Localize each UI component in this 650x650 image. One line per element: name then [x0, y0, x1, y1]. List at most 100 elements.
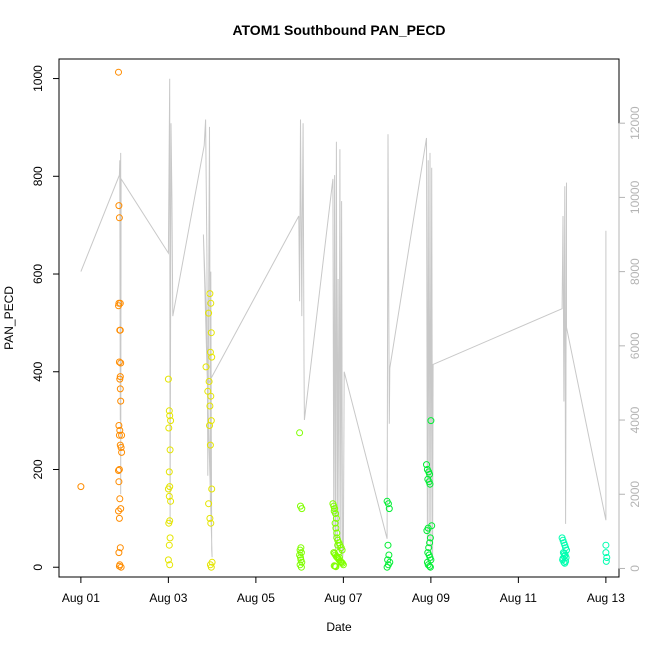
data-point-series-2	[335, 554, 343, 561]
data-point-series-3	[427, 417, 435, 425]
data-point-series-3	[385, 505, 393, 513]
data-point-series-2	[333, 529, 341, 537]
data-point-series-0	[117, 397, 125, 405]
data-point-series-2	[296, 429, 304, 437]
data-point-series-3	[428, 522, 436, 530]
data-point-series-1	[206, 441, 214, 449]
data-point-series-1	[166, 446, 174, 454]
data-point-series-3	[384, 541, 392, 549]
data-point-series-2	[297, 554, 304, 561]
data-point-series-0	[116, 426, 124, 434]
data-point-series-2	[298, 505, 306, 513]
x-tick-label: Aug 13	[587, 591, 625, 605]
data-point-series-4	[602, 549, 610, 557]
data-point-series-0	[115, 214, 123, 222]
data-point-series-2	[297, 563, 305, 571]
y-tick-label: 400	[31, 361, 45, 381]
data-point-series-3	[424, 561, 432, 569]
data-point-series-1	[208, 485, 216, 493]
data-point-series-0	[117, 563, 125, 571]
x-tick-label: Aug 01	[62, 591, 100, 605]
data-point-series-4	[603, 554, 611, 561]
data-point-series-1	[206, 402, 214, 410]
x-tick-label: Aug 05	[237, 591, 275, 605]
data-point-series-1	[207, 417, 215, 425]
y-tick-label: 1000	[31, 65, 45, 92]
data-point-series-0	[116, 375, 124, 383]
x-tick-label: Aug 03	[149, 591, 187, 605]
data-point-series-0	[115, 202, 123, 210]
data-point-series-4	[560, 553, 568, 560]
y2-tick-label: 0	[628, 565, 642, 572]
data-point-series-0	[115, 514, 123, 522]
data-point-series-3	[426, 534, 434, 542]
data-point-series-2	[333, 534, 341, 542]
data-point-series-0	[116, 385, 124, 393]
data-point-series-1	[207, 299, 215, 307]
data-point-series-1	[165, 519, 173, 527]
data-point-series-1	[208, 353, 216, 361]
data-point-series-0	[115, 358, 123, 366]
data-point-series-1	[164, 375, 172, 383]
data-point-series-0	[118, 448, 126, 456]
data-point-series-1	[166, 534, 174, 542]
y2-tick-label: 8000	[628, 258, 642, 285]
data-point-series-1	[205, 309, 213, 317]
data-point-series-2	[335, 549, 343, 557]
x-tick-label: Aug 09	[412, 591, 450, 605]
data-point-series-1	[206, 422, 213, 429]
data-point-series-0	[115, 507, 122, 515]
data-point-series-1	[165, 468, 173, 476]
data-point-series-1	[167, 417, 175, 425]
data-point-series-2	[339, 559, 346, 567]
data-point-series-1	[206, 348, 214, 356]
data-point-series-2	[331, 519, 339, 527]
data-point-series-0	[116, 544, 124, 552]
data-point-series-1	[164, 556, 172, 564]
x-tick-label: Aug 11	[500, 591, 537, 605]
data-point-series-1	[204, 387, 212, 395]
data-point-series-2	[332, 510, 339, 517]
y2-tick-label: 6000	[628, 332, 642, 359]
data-point-series-1	[165, 492, 173, 500]
data-point-series-2	[332, 514, 340, 522]
data-point-series-2	[332, 524, 340, 532]
y-tick-label: 0	[31, 564, 45, 571]
data-point-series-1	[167, 497, 175, 505]
data-point-series-1	[207, 392, 215, 400]
data-point-series-3	[423, 527, 431, 535]
data-point-series-1	[166, 412, 174, 420]
data-point-series-2	[337, 558, 345, 566]
data-point-series-1	[164, 485, 172, 493]
data-point-series-0	[115, 478, 123, 486]
data-point-series-0	[117, 444, 125, 451]
data-point-series-0	[115, 68, 122, 76]
data-point-series-3	[426, 480, 434, 488]
data-point-series-1	[165, 424, 173, 432]
data-point-series-3	[426, 539, 434, 547]
data-point-series-1	[206, 290, 214, 298]
y-axis-label: PAN_PECD	[2, 286, 16, 350]
x-axis-label: Date	[326, 620, 352, 634]
data-point-series-1	[205, 500, 213, 508]
data-point-series-4	[602, 557, 610, 565]
data-point-series-1	[166, 561, 174, 569]
data-point-series-3	[384, 556, 392, 564]
altitude-line	[80, 78, 607, 562]
y2-tick-label: 12000	[628, 106, 642, 140]
data-point-series-1	[207, 329, 215, 337]
data-point-series-1	[206, 514, 214, 522]
data-point-series-0	[77, 483, 85, 491]
data-point-series-0	[116, 373, 124, 381]
data-point-series-3	[426, 563, 434, 571]
data-point-series-4	[559, 554, 567, 562]
data-point-series-4	[560, 550, 568, 557]
data-point-series-0	[116, 299, 124, 307]
data-point-series-0	[115, 431, 123, 439]
data-point-series-4	[602, 541, 610, 549]
data-point-series-0	[115, 422, 123, 429]
data-point-series-3	[426, 562, 434, 570]
y2-tick-label: 10000	[628, 180, 642, 214]
